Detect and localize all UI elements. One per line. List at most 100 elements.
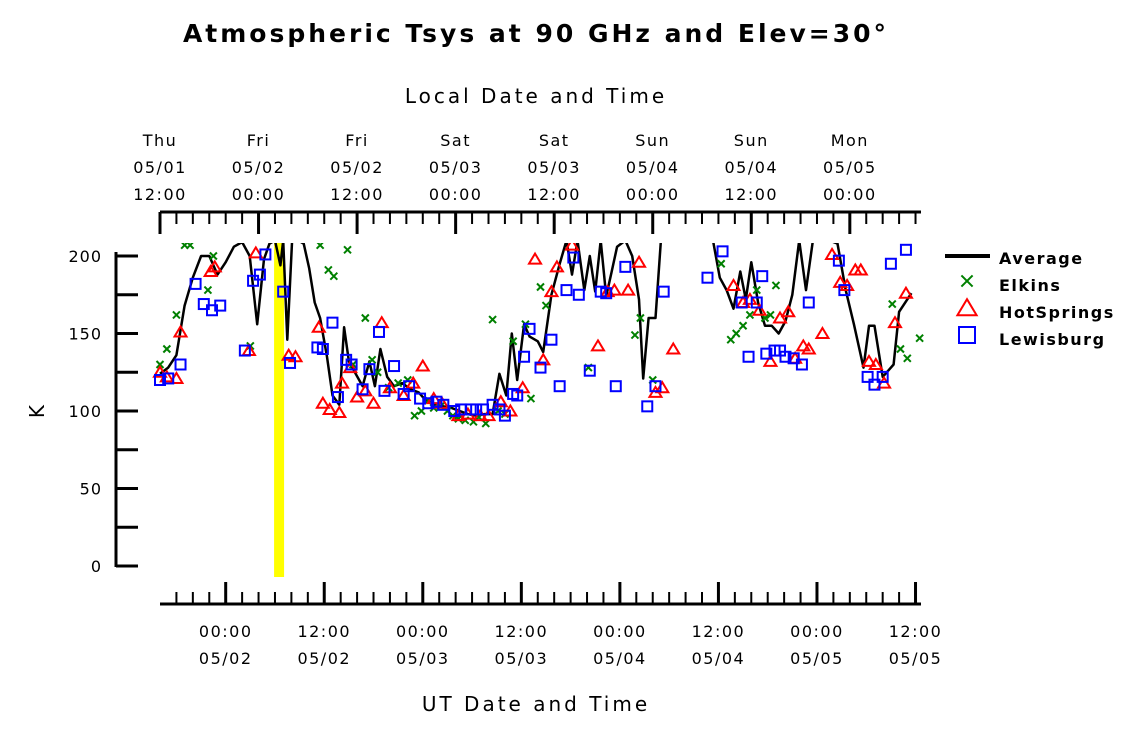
lewisburg-point — [470, 403, 483, 416]
elkins-point-stroke — [915, 333, 924, 343]
lewisburg-point — [214, 299, 227, 312]
bottom-tick-date: 05/04 — [692, 649, 746, 668]
hotsprings-point — [564, 243, 580, 251]
elkins-point — [915, 333, 924, 343]
hotsprings-point — [887, 315, 903, 329]
lewisburg-point — [363, 363, 376, 376]
elkins-point — [766, 310, 775, 320]
hotsprings-point — [349, 389, 365, 403]
elkins-point — [185, 243, 195, 250]
legend-label: Average — [999, 249, 1084, 268]
elkins-point-stroke — [508, 337, 518, 346]
legend-label: HotSprings — [999, 303, 1115, 322]
lewisburg-point — [174, 358, 187, 371]
lewisburg-point — [326, 316, 339, 329]
bottom-tick-time: 00:00 — [593, 622, 647, 641]
hotsprings-point — [800, 341, 817, 355]
lewisburg-point — [795, 358, 808, 371]
hotsprings-point — [751, 302, 768, 316]
plot-area: Thu 05/01 12:00 Fri 05/02 00:00 Fri 05/02 12:00 S… — [68, 131, 940, 668]
top-tick-day: Fri — [247, 131, 271, 150]
hotsprings-point — [654, 380, 671, 394]
lewisburg-point — [787, 352, 800, 365]
hotsprings-point — [772, 310, 788, 324]
elkins-point-stroke — [348, 360, 358, 369]
hotsprings-point — [373, 315, 390, 329]
y-axis-title: K — [25, 402, 49, 418]
hotsprings-point — [620, 282, 636, 296]
elkins-point-stroke — [324, 265, 333, 275]
elkins-point-stroke — [888, 299, 897, 309]
lewisburg-point — [600, 287, 613, 300]
lewisburg-point — [372, 325, 385, 338]
top-tick-time: 00:00 — [232, 185, 286, 204]
lewisburg-point — [838, 284, 851, 297]
elkins-point — [738, 321, 748, 330]
elkins-point — [636, 313, 645, 323]
elkins-point-stroke — [541, 301, 551, 310]
lewisburg-point — [545, 333, 558, 346]
bottom-tick-date: 05/03 — [396, 649, 450, 668]
elkins-point-stroke — [185, 243, 194, 250]
data-layer — [152, 243, 924, 428]
y-tick-label: 150 — [68, 325, 102, 344]
elkins-point-stroke — [732, 329, 741, 338]
elkins-point-stroke — [903, 354, 912, 363]
elkins-point-stroke — [209, 251, 218, 261]
lewisburg-point — [403, 380, 416, 393]
lewisburg-point — [619, 260, 632, 273]
elkins-point — [716, 259, 726, 268]
lewisburg-point — [345, 358, 358, 371]
elkins-point-stroke — [526, 394, 536, 403]
lewisburg-point — [657, 285, 670, 298]
hotsprings-point — [415, 358, 431, 372]
bottom-tick-time: 12:00 — [692, 622, 746, 641]
elkins-point-stroke — [172, 310, 181, 320]
bottom-tick-date: 05/04 — [593, 649, 647, 668]
lewisburg-point — [760, 347, 773, 360]
elkins-point-stroke — [343, 245, 352, 255]
elkins-point — [393, 378, 403, 388]
hotsprings-point — [172, 324, 189, 338]
top-tick-date: 05/01 — [133, 158, 187, 177]
hotsprings-point — [365, 395, 382, 409]
lewisburg-point — [560, 284, 573, 297]
hotsprings-point — [824, 247, 840, 260]
hotsprings-point — [780, 304, 797, 318]
lewisburg-point — [331, 391, 344, 404]
legend-square-icon — [958, 326, 976, 344]
elkins-point — [888, 299, 897, 309]
hotsprings-point — [898, 285, 914, 299]
elkins-point-stroke — [162, 344, 172, 354]
lewisburg-point — [511, 389, 524, 402]
hotsprings-point — [762, 353, 779, 367]
elkins-point — [536, 282, 545, 292]
hotsprings-point — [280, 347, 297, 361]
elkins-point — [329, 271, 339, 281]
lewisburg-point — [779, 350, 792, 363]
legend-x-icon-stroke — [960, 274, 974, 288]
hotsprings-point — [868, 357, 884, 370]
top-tick-time: 12:00 — [133, 185, 187, 204]
y-tick-label: 200 — [68, 247, 102, 266]
lewisburg-point — [884, 257, 897, 270]
bottom-tick-date: 05/03 — [495, 649, 549, 668]
hotsprings-point — [631, 254, 647, 268]
elkins-point-stroke — [896, 344, 905, 354]
lewisburg-point — [253, 268, 266, 281]
hotsprings-point — [311, 319, 327, 333]
top-tick-time: 12:00 — [724, 185, 778, 204]
elkins-point — [172, 310, 181, 320]
elkins-point — [155, 360, 165, 369]
lewisburg-point — [832, 254, 845, 267]
lewisburg-point — [284, 356, 297, 369]
elkins-point-stroke — [361, 313, 370, 323]
elkins-point — [903, 354, 912, 363]
legend-label: Elkins — [999, 276, 1061, 295]
top-tick-day: Sat — [539, 131, 570, 150]
elkins-point-stroke — [329, 271, 339, 281]
top-tick-day: Sat — [440, 131, 471, 150]
elkins-point-stroke — [180, 243, 189, 250]
elkins-point — [367, 355, 377, 365]
